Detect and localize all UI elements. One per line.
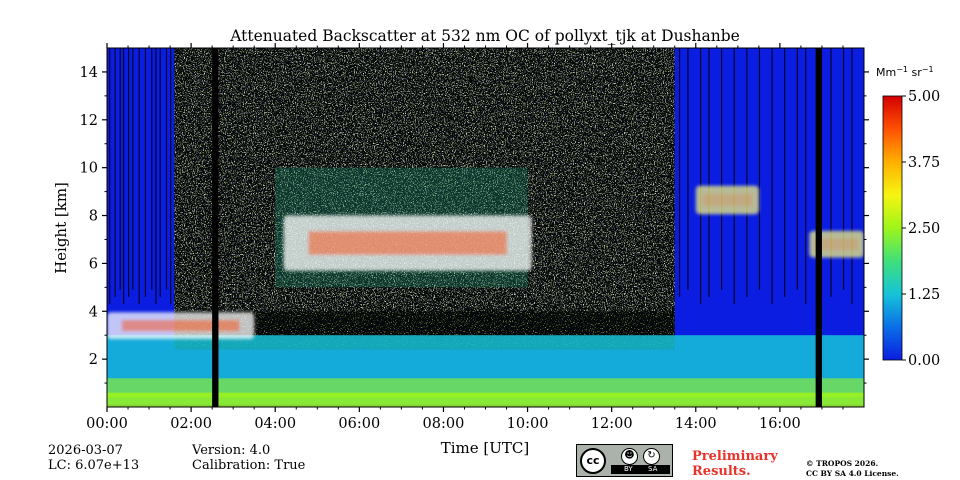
y-tick-label: 12 xyxy=(80,113,98,129)
colorbar-tick-label: 1.25 xyxy=(908,287,940,303)
noise-streak xyxy=(784,48,786,297)
y-tick-label: 6 xyxy=(89,256,98,272)
noise-streak xyxy=(746,48,748,297)
colorbar-tick-label: 5.00 xyxy=(908,89,940,105)
cloud-feature xyxy=(809,230,864,258)
y-axis-label: Height [km] xyxy=(52,182,70,274)
x-axis: 00:00 02:00 04:00 06:00 08:00 10:00 12:00 14:00… xyxy=(86,43,844,432)
y-tick-label: 14 xyxy=(80,65,98,81)
copyright-line-1: © TROPOS 2026. xyxy=(806,459,879,468)
noise-streak xyxy=(678,48,681,297)
noise-streak xyxy=(155,48,157,305)
noise-streak xyxy=(699,48,702,305)
noise-speckle-green xyxy=(174,48,675,348)
footer-calibration: Calibration: True xyxy=(192,458,306,473)
noise-streak xyxy=(733,48,735,305)
noise-streak xyxy=(138,48,140,305)
x-tick-label: 16:00 xyxy=(759,416,801,432)
noise-streak xyxy=(851,48,853,305)
noise-streak xyxy=(119,48,121,290)
x-tick-label: 00:00 xyxy=(86,416,128,432)
chart-title: Attenuated Backscatter at 532 nm OC of p… xyxy=(229,27,740,45)
colorbar-tick-label: 0.00 xyxy=(908,353,940,369)
noise-streak xyxy=(170,48,172,305)
copyright-line-2: CC BY SA 4.0 License. xyxy=(806,469,899,478)
attribution-person-icon: ☻ xyxy=(621,448,638,465)
colorbar-tick-label: 2.50 xyxy=(908,221,940,237)
cloud-core xyxy=(121,319,240,332)
footer-date: 2026-03-07 xyxy=(48,443,123,458)
noise-streak xyxy=(721,48,723,290)
noise-streak xyxy=(796,48,798,290)
preliminary-results-note: Preliminary Results. xyxy=(692,449,778,479)
cc-by-label: BY xyxy=(624,465,633,473)
y-axis: 2 4 6 8 10 12 14 xyxy=(80,65,869,384)
noise-streak xyxy=(151,48,153,290)
preliminary-line-1: Preliminary xyxy=(692,449,778,464)
y-tick-label: 8 xyxy=(89,209,98,225)
noise-streak xyxy=(109,48,111,305)
x-tick-label: 08:00 xyxy=(423,416,465,432)
heatmap-plot-area xyxy=(107,48,864,407)
x-tick-label: 04:00 xyxy=(254,416,296,432)
data-gap xyxy=(815,48,822,407)
noise-streak xyxy=(165,48,168,290)
cloud-core xyxy=(814,238,859,250)
noise-streak xyxy=(805,48,807,305)
cloud-feature xyxy=(107,312,255,340)
cloud-feature xyxy=(695,185,759,215)
noise-streak xyxy=(687,48,689,290)
footer-lidar-constant: LC: 6.07e+13 xyxy=(48,458,140,473)
x-tick-label: 14:00 xyxy=(675,416,717,432)
x-axis-label: Time [UTC] xyxy=(441,439,530,457)
colorbar-tick-label: 3.75 xyxy=(908,155,940,171)
colorbar: Mm−1 sr−1 0.00 1.25 2.50 3.75 5.00 xyxy=(876,65,940,369)
noise-streak xyxy=(114,48,116,297)
noise-streak xyxy=(128,48,130,297)
noise-streak xyxy=(771,48,773,305)
cc-sa-label: SA xyxy=(648,465,658,473)
boundary-layer-band xyxy=(107,378,864,398)
data-gap xyxy=(212,48,219,407)
cc-badge-strip: BY SA xyxy=(611,465,670,474)
cloud-core xyxy=(308,231,507,255)
y-tick-label: 4 xyxy=(89,304,98,320)
noise-streak xyxy=(708,48,710,297)
cc-license-badge: cc ☻ ↻ BY SA xyxy=(576,444,673,477)
noise-streak xyxy=(144,48,147,297)
y-tick-label: 2 xyxy=(89,352,98,368)
y-tick-label: 10 xyxy=(80,161,98,177)
noise-streak xyxy=(132,48,134,290)
x-tick-label: 06:00 xyxy=(338,416,380,432)
x-tick-label: 10:00 xyxy=(507,416,549,432)
noise-streak xyxy=(159,48,161,297)
share-alike-icon: ↻ xyxy=(643,448,660,465)
preliminary-line-2: Results. xyxy=(692,464,751,479)
noise-streak xyxy=(830,48,832,297)
noise-streak xyxy=(758,48,761,290)
cloud-feature xyxy=(283,215,532,271)
x-tick-label: 02:00 xyxy=(170,416,212,432)
copyright-note: © TROPOS 2026. CC BY SA 4.0 License. xyxy=(806,459,899,479)
x-tick-label: 12:00 xyxy=(591,416,633,432)
noise-streak xyxy=(842,48,845,290)
colorbar-ticks: 0.00 1.25 2.50 3.75 5.00 xyxy=(902,89,940,369)
colorbar-unit: Mm−1 sr−1 xyxy=(876,65,934,79)
footer-version: Version: 4.0 xyxy=(192,443,271,458)
cc-icon: cc xyxy=(580,448,606,474)
colorbar-bar xyxy=(882,95,903,361)
noise-streak xyxy=(122,48,125,305)
cloud-core xyxy=(702,193,753,207)
